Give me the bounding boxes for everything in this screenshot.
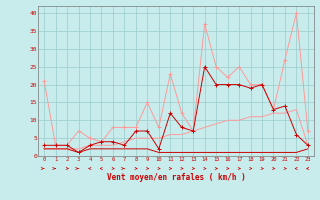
X-axis label: Vent moyen/en rafales ( km/h ): Vent moyen/en rafales ( km/h )	[107, 174, 245, 182]
